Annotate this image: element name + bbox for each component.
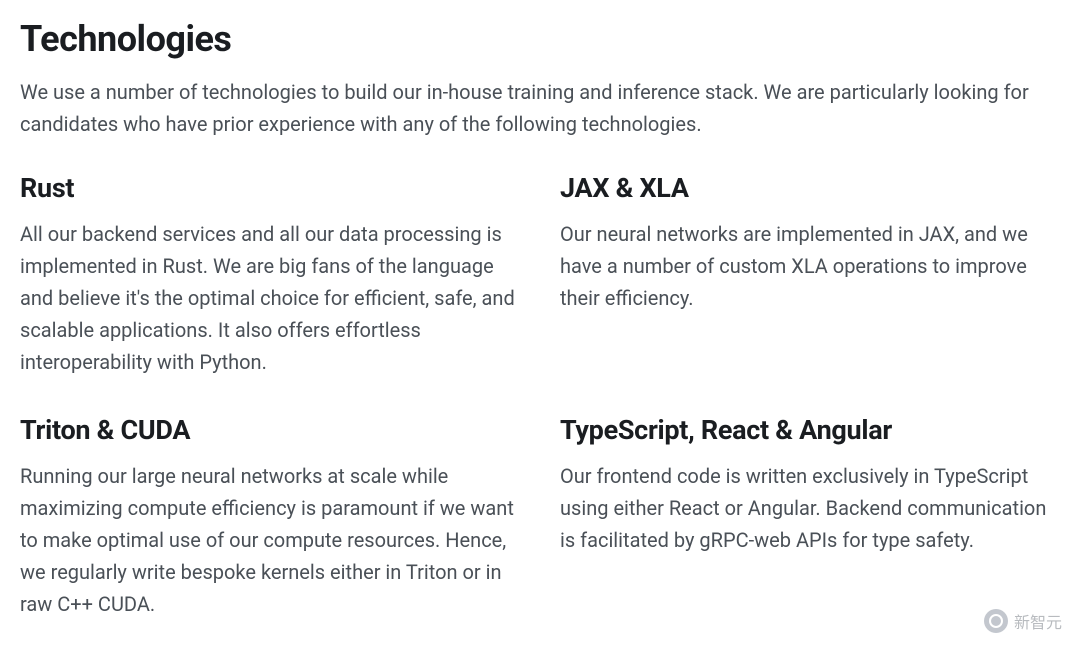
tech-body-typescript: Our frontend code is written exclusively… <box>560 460 1060 556</box>
watermark-logo-icon <box>984 609 1008 633</box>
page-title: Technologies <box>20 18 1060 60</box>
tech-item-rust: Rust All our backend services and all ou… <box>20 172 520 378</box>
tech-item-jax: JAX & XLA Our neural networks are implem… <box>560 172 1060 378</box>
tech-heading-typescript: TypeScript, React & Angular <box>560 414 1060 446</box>
tech-body-jax: Our neural networks are implemented in J… <box>560 218 1060 314</box>
tech-heading-rust: Rust <box>20 172 520 204</box>
tech-heading-jax: JAX & XLA <box>560 172 1060 204</box>
watermark-text: 新智元 <box>1014 609 1062 633</box>
tech-body-triton: Running our large neural networks at sca… <box>20 460 520 620</box>
tech-body-rust: All our backend services and all our dat… <box>20 218 520 378</box>
tech-grid: Rust All our backend services and all ou… <box>20 172 1060 620</box>
watermark: 新智元 <box>984 609 1062 633</box>
tech-heading-triton: Triton & CUDA <box>20 414 520 446</box>
intro-paragraph: We use a number of technologies to build… <box>20 76 1060 140</box>
tech-item-triton: Triton & CUDA Running our large neural n… <box>20 414 520 620</box>
tech-item-typescript: TypeScript, React & Angular Our frontend… <box>560 414 1060 620</box>
